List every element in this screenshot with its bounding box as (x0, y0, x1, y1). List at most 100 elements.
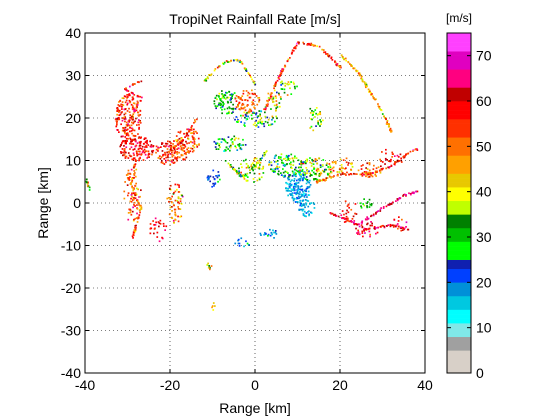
rain-cell (267, 97, 270, 99)
rain-cell (403, 227, 406, 230)
rain-cell (308, 43, 311, 46)
rain-cell (309, 44, 312, 46)
rain-cell (140, 154, 143, 156)
rain-cell (133, 164, 135, 167)
rain-cell (133, 218, 135, 221)
rain-cell (244, 125, 246, 127)
rain-cell (289, 182, 291, 185)
colorbar-segment (447, 187, 471, 192)
rain-cell (270, 164, 273, 167)
rain-cell (334, 160, 337, 163)
rain-cell (336, 63, 338, 65)
rain-cell (297, 159, 300, 162)
rain-cell (173, 221, 175, 224)
rain-cell (213, 102, 216, 105)
rain-cell (88, 189, 91, 191)
rain-cell (306, 199, 309, 202)
rain-cell (139, 144, 141, 147)
rain-cell (235, 95, 238, 97)
rain-cell (273, 89, 276, 92)
rain-cell (246, 172, 249, 175)
rain-cell (157, 157, 160, 159)
rain-cell (310, 125, 313, 128)
rain-cell (134, 197, 137, 200)
rain-cell (121, 97, 124, 99)
rain-cell (280, 174, 283, 176)
rain-cell (234, 108, 237, 110)
rain-cell (271, 168, 274, 171)
rain-cell (367, 173, 369, 176)
rain-cell (137, 121, 140, 124)
rain-cell (124, 136, 127, 138)
rain-cell (315, 112, 317, 115)
rain-cell (326, 53, 329, 56)
rain-cell (136, 208, 139, 210)
rain-cell (183, 147, 185, 149)
rain-cell (273, 231, 275, 234)
rain-cell (279, 81, 282, 84)
rain-cell (124, 101, 127, 104)
rain-cell (312, 129, 315, 132)
rain-cell (250, 163, 253, 166)
rain-cell (243, 111, 246, 114)
rain-cell (192, 149, 195, 152)
rain-cell (387, 123, 390, 125)
rain-cell (393, 218, 396, 221)
colorbar-segment (447, 132, 471, 138)
rain-cell (179, 208, 182, 210)
rain-cell (218, 174, 220, 177)
rain-cell (160, 161, 163, 164)
rain-cell (157, 146, 159, 149)
rain-cell (130, 213, 133, 216)
rain-cell (368, 162, 371, 164)
colorbar-segment (447, 159, 471, 165)
rain-cell (129, 200, 132, 203)
rain-cell (335, 63, 338, 66)
rain-cell (363, 173, 365, 176)
rain-cell (123, 129, 126, 132)
rain-cell (172, 219, 175, 222)
rain-cell (298, 163, 301, 165)
rain-cell (254, 166, 256, 169)
rain-cell (319, 179, 321, 182)
rain-cell (237, 137, 240, 140)
rain-cell (350, 168, 352, 171)
rain-cell (189, 150, 192, 153)
rain-cell (163, 158, 166, 160)
rain-cell (301, 162, 304, 165)
rain-cell (255, 125, 257, 128)
rain-cell (238, 101, 241, 104)
rain-cell (227, 61, 229, 63)
rain-cell (151, 151, 154, 154)
rain-cell (137, 133, 139, 135)
rain-cell (307, 211, 309, 213)
rain-cell (238, 171, 241, 174)
rain-cell (171, 153, 173, 156)
rain-cell (133, 135, 136, 138)
rain-cell (308, 194, 311, 196)
rain-cell (122, 127, 124, 129)
rain-cell (326, 177, 329, 179)
rain-cell (174, 214, 177, 217)
rain-cell (291, 195, 294, 197)
rain-cell (366, 162, 369, 165)
rain-cell (138, 128, 140, 130)
rain-cell (287, 176, 290, 178)
rain-cell (368, 169, 371, 172)
rain-cell (130, 182, 132, 184)
rain-cell (376, 170, 378, 173)
rain-cell (132, 159, 135, 161)
rain-cell (373, 164, 375, 167)
colorbar-segment (447, 141, 471, 147)
rain-cell (295, 184, 298, 186)
rain-cell (242, 92, 245, 95)
rain-cell (268, 164, 270, 166)
rain-cell (207, 262, 209, 265)
rain-cell (318, 179, 320, 181)
rain-cell (286, 155, 289, 158)
rain-cell (276, 167, 279, 170)
rain-cell (172, 161, 174, 164)
rain-cell (137, 216, 140, 219)
rain-cell (127, 169, 130, 172)
rain-cell (242, 90, 245, 92)
